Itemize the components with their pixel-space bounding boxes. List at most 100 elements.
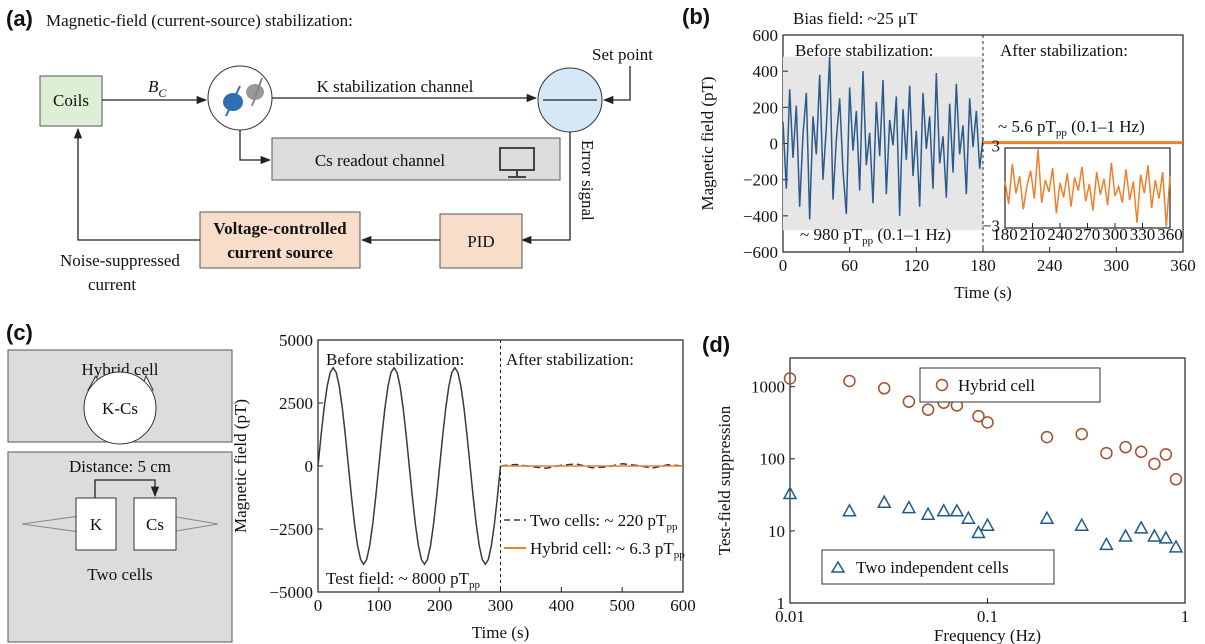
coils-box <box>39 75 103 127</box>
bc-main: B <box>148 77 159 96</box>
legend-label: Hybrid cell: ~ 6.3 pTpp <box>530 539 685 561</box>
y-tick-label: −400 <box>743 207 778 226</box>
panel-label: (a) <box>6 6 33 31</box>
annotation: ~ 980 pTpp (0.1–1 Hz) <box>800 225 951 247</box>
y-tick-label: 400 <box>753 62 779 81</box>
arrow <box>73 127 200 241</box>
y-tick-label: 1000 <box>751 378 785 397</box>
pid-label: PID <box>467 232 494 251</box>
point <box>1118 528 1133 542</box>
x-tick-label: 300 <box>488 596 514 615</box>
hybrid-label: Hybrid cell <box>82 360 159 379</box>
panel-label: (c) <box>6 320 33 345</box>
x-tick-label: 400 <box>549 596 575 615</box>
chart-marks: 0 60 120 180 240 300 360−600−400−2000200400600… <box>231 4 1196 644</box>
x-axis-label: Frequency (Hz) <box>934 626 1041 644</box>
annotation: After stabilization: <box>1000 41 1128 60</box>
y-tick-label: 5000 <box>279 331 313 350</box>
x-tick-label: 270 <box>1075 225 1101 244</box>
legend-swatch <box>935 378 949 392</box>
arrow <box>520 132 571 245</box>
two-label: Two cells <box>87 565 152 584</box>
atom-cs <box>246 84 264 100</box>
ann-part: ~ 5.6 pT <box>998 117 1056 136</box>
series-line <box>500 462 684 470</box>
panel-label: (b) <box>682 4 710 29</box>
y-tick-label: 200 <box>753 98 779 117</box>
x-tick-label: 180 <box>992 225 1018 244</box>
y-tick-label: 10 <box>768 522 785 541</box>
panel-a: (a) Magnetic-field (current-source) stab… <box>6 6 653 294</box>
panel-c-diagram: (c) Hybrid cell K-Cs Distance: 5 cm K Cs… <box>6 320 233 643</box>
point <box>1039 510 1055 524</box>
series-line <box>1004 149 1171 227</box>
point <box>1074 517 1089 531</box>
point <box>1134 445 1148 459</box>
point <box>961 510 976 524</box>
legend-label: Two independent cells <box>856 558 1009 577</box>
x-tick-label: 210 <box>1020 225 1046 244</box>
point <box>877 382 891 395</box>
two-cells-box <box>7 451 233 643</box>
coils-label: Coils <box>53 91 89 110</box>
point <box>1100 446 1113 460</box>
vccs-box <box>199 211 361 269</box>
x-tick-label: 0 <box>779 256 788 275</box>
point <box>972 409 985 423</box>
point <box>949 503 965 517</box>
point <box>920 506 936 521</box>
annotation: Before stabilization: <box>795 41 933 60</box>
point <box>901 500 917 514</box>
point <box>1119 440 1132 454</box>
point <box>1133 520 1149 534</box>
x-tick-label: 1 <box>1181 607 1190 626</box>
vccs-label: Voltage-controlled <box>213 219 347 238</box>
point <box>1040 430 1054 444</box>
x-axis-label: Time (s) <box>472 623 529 642</box>
cs-label: Cs <box>146 515 164 534</box>
k-cell <box>75 497 117 551</box>
legend-part: Two cells: ~ 220 pT <box>530 511 667 530</box>
point <box>783 372 797 385</box>
noise-label: current <box>88 275 136 294</box>
point <box>1159 448 1173 461</box>
series-line <box>782 56 984 220</box>
point <box>971 524 986 539</box>
legend-sub: pp <box>666 521 678 533</box>
y-tick-label: 1 <box>777 594 786 613</box>
spin <box>225 85 241 117</box>
set-point-label: Set point <box>592 45 653 64</box>
point <box>843 374 856 388</box>
arrow <box>94 479 160 498</box>
point <box>936 503 951 517</box>
x-tick-label: 0.1 <box>977 607 998 626</box>
x-tick-label: 300 <box>1102 225 1128 244</box>
point <box>902 395 916 408</box>
k-label: K <box>90 515 103 534</box>
y-tick-label: −200 <box>743 171 778 190</box>
distance-label: Distance: 5 cm <box>69 457 171 476</box>
annotation: Before stabilization: <box>326 350 464 369</box>
y-tick-label: −2500 <box>269 520 313 539</box>
legend-sub: pp <box>674 549 686 561</box>
x-tick-label: 330 <box>1130 225 1156 244</box>
y-tick-label: −5000 <box>269 583 313 602</box>
point <box>1075 427 1088 441</box>
ann-sub: pp <box>862 235 874 247</box>
noise-label: Noise-suppressed <box>60 251 180 270</box>
point <box>1158 530 1174 544</box>
point <box>782 485 798 500</box>
arrow <box>602 66 631 105</box>
ann-part: (0.1–1 Hz) <box>1067 117 1145 136</box>
point <box>921 403 935 416</box>
point <box>842 503 857 517</box>
x-tick-label: 100 <box>366 596 392 615</box>
y-axis-label: Magnetic field (pT) <box>698 76 717 210</box>
x-tick-label: 0 <box>314 596 323 615</box>
point <box>1148 457 1161 471</box>
y-axis-label: Test-field suppression <box>715 405 734 555</box>
annotation: Test field: ~ 8000 pTpp <box>326 569 481 591</box>
annotation: Bias field: ~25 μT <box>793 9 918 28</box>
